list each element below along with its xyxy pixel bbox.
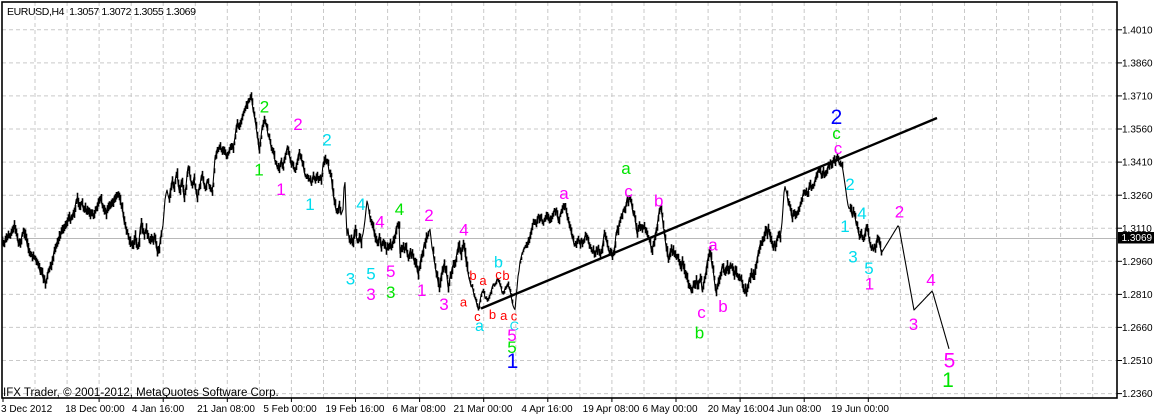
svg-text:b: b [695,324,704,343]
svg-text:1: 1 [865,275,874,294]
svg-text:4: 4 [459,221,468,240]
svg-text:b: b [654,192,663,211]
svg-text:5 Feb 00:00: 5 Feb 00:00 [263,404,317,415]
svg-text:1.3110: 1.3110 [1122,224,1152,235]
svg-text:20 May 16:00: 20 May 16:00 [708,404,769,415]
svg-text:1.2510: 1.2510 [1122,356,1153,367]
svg-text:1.3069: 1.3069 [1122,233,1153,244]
svg-text:3 Dec 2012: 3 Dec 2012 [1,404,53,415]
svg-text:3: 3 [346,270,355,289]
svg-text:1.2660: 1.2660 [1122,323,1153,334]
svg-text:18 Dec 00:00: 18 Dec 00:00 [65,404,125,415]
svg-text:c: c [495,267,502,282]
svg-text:3: 3 [386,283,395,302]
svg-text:c: c [511,308,518,323]
svg-text:c: c [832,124,841,143]
svg-text:1: 1 [942,369,954,392]
svg-text:4 Apr 16:00: 4 Apr 16:00 [521,404,573,415]
svg-text:a: a [500,308,508,323]
svg-text:2: 2 [293,115,302,134]
svg-text:1.2960: 1.2960 [1122,257,1153,268]
svg-text:IFX Trader, © 2001-2012, MetaQ: IFX Trader, © 2001-2012, MetaQuotes Soft… [3,387,279,399]
svg-text:1: 1 [276,180,285,199]
svg-text:C: C [510,319,519,334]
svg-text:4 Jun 08:00: 4 Jun 08:00 [769,404,822,415]
svg-text:a: a [460,295,468,310]
svg-text:a: a [559,184,569,203]
svg-text:3: 3 [439,295,448,314]
svg-text:b: b [469,268,476,283]
svg-text:4: 4 [375,213,384,232]
svg-text:4 Jan 16:00: 4 Jan 16:00 [132,404,185,415]
svg-text:1.4010: 1.4010 [1122,25,1153,36]
svg-text:1: 1 [305,195,314,214]
svg-text:b: b [489,307,496,322]
svg-text:b: b [494,255,503,272]
svg-text:EURUSD,H4 1.3057 1.3072 1.305: EURUSD,H4 1.3057 1.3072 1.3055 1.3069 [7,6,196,18]
svg-text:21 Mar 00:00: 21 Mar 00:00 [454,404,513,415]
svg-text:3: 3 [848,248,857,267]
svg-text:5: 5 [507,338,516,357]
svg-text:b: b [502,268,509,283]
svg-text:1: 1 [254,161,263,180]
svg-text:a: a [621,159,631,178]
svg-text:3: 3 [909,315,918,334]
svg-text:5: 5 [944,349,956,372]
svg-text:19 Apr 08:00: 19 Apr 08:00 [583,404,640,415]
svg-text:1.3410: 1.3410 [1122,158,1153,169]
svg-text:4: 4 [356,195,365,214]
svg-text:a: a [475,318,484,335]
svg-text:1: 1 [507,350,519,373]
svg-text:1: 1 [840,217,849,236]
svg-text:6 May 00:00: 6 May 00:00 [642,404,697,415]
svg-text:a: a [708,236,718,255]
svg-text:5: 5 [386,262,395,281]
svg-text:2: 2 [322,131,331,150]
svg-text:3: 3 [366,285,375,304]
svg-text:c: c [474,309,481,324]
svg-text:1.2810: 1.2810 [1122,290,1153,301]
svg-text:1.2360: 1.2360 [1122,389,1153,400]
svg-text:c: c [834,139,843,158]
svg-text:19 Feb 16:00: 19 Feb 16:00 [326,404,385,415]
svg-text:b: b [718,297,727,316]
svg-text:6 Mar 08:00: 6 Mar 08:00 [392,404,446,415]
svg-text:2: 2 [260,98,269,117]
svg-text:1.3710: 1.3710 [1122,92,1153,103]
svg-text:1.3260: 1.3260 [1122,191,1153,202]
svg-text:1.3560: 1.3560 [1122,125,1153,136]
svg-text:4: 4 [926,271,935,290]
svg-text:4: 4 [395,200,404,219]
svg-text:2: 2 [424,206,433,225]
svg-text:21 Jan 08:00: 21 Jan 08:00 [197,404,255,415]
svg-text:5: 5 [864,259,873,278]
svg-text:5: 5 [507,326,516,345]
svg-text:c: c [624,182,633,201]
svg-text:c: c [697,303,706,322]
svg-text:1.3860: 1.3860 [1122,59,1153,70]
svg-text:a: a [479,273,487,288]
svg-text:2: 2 [895,203,904,222]
svg-text:5: 5 [366,265,375,284]
svg-text:19 Jun 00:00: 19 Jun 00:00 [831,404,889,415]
svg-text:1: 1 [417,281,426,300]
svg-text:2: 2 [831,106,843,129]
svg-text:4: 4 [857,204,866,223]
svg-text:2: 2 [845,175,854,194]
